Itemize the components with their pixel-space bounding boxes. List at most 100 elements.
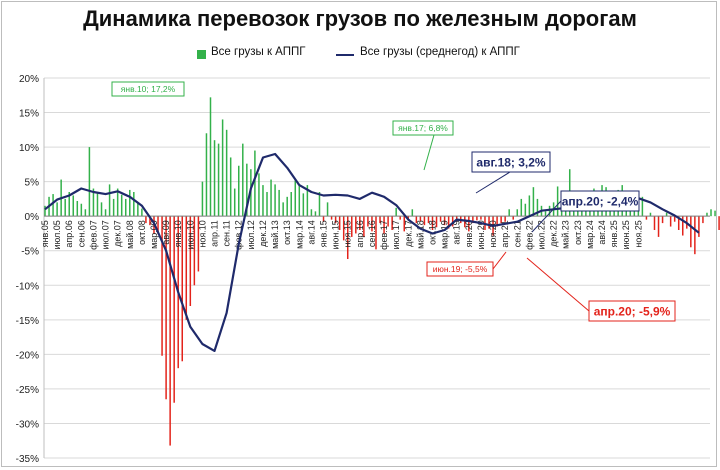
bar [665,212,668,217]
x-tick-label: дек.12 [258,220,268,247]
bar [556,186,559,217]
x-tick-label: фев.22 [524,220,534,250]
x-tick-label: май.23 [561,220,571,249]
bar [116,188,119,217]
bar [342,216,345,241]
bar [165,216,167,400]
bar [359,216,361,230]
bar [710,209,712,217]
x-tick-label: апр.11 [210,220,220,247]
annotation-box [588,300,676,322]
bar [72,195,75,217]
bar [233,188,236,217]
bar [112,198,115,217]
annotation-label: апр.20; -2,4% [562,194,639,208]
annotation-box [111,81,185,97]
bar [274,184,276,217]
x-tick-label: авг.09 [161,220,171,244]
y-tick-label: 20% [19,74,39,85]
x-tick-label: ноя.15 [343,220,353,247]
x-tick-label: апр.06 [64,220,74,247]
y-tick-label: 5% [25,178,40,189]
chart-title: Динамика перевозок грузов по железным до… [83,6,637,31]
x-tick-label: апр.16 [355,220,365,247]
x-tick-label: июн.10 [185,220,195,249]
bar [141,208,143,217]
bar [100,202,103,217]
bar [108,184,111,217]
bar [427,216,430,224]
x-tick-label: апр.21 [500,220,510,247]
bar [84,209,87,217]
bar [488,216,490,229]
annotation-leader [526,257,590,312]
bar [399,216,401,220]
annotation-label: авг.18; 3,2% [476,155,546,169]
bar [548,205,551,217]
bar [205,133,208,217]
bar [645,216,648,220]
bar [229,157,232,217]
bar [149,216,151,226]
x-tick-label: мар.19 [440,220,450,249]
annotation-box [426,261,494,277]
bar [92,188,95,217]
legend-line-label: Все грузы (среднегод) к АППГ [360,46,520,58]
x-tick-label: июн.15 [331,220,341,249]
bar [661,216,664,224]
bar [161,216,163,356]
x-tick-label: дек.07 [113,220,123,247]
bar [387,216,389,227]
x-tick-label: авг.14 [306,220,316,244]
x-tick-label: июл.12 [246,220,256,249]
y-tick-label: -25% [16,385,39,396]
bar [193,216,196,286]
bar [512,216,514,220]
bar [330,216,333,220]
bar [185,216,188,320]
x-tick-label: янв.25 [609,220,619,247]
bar [464,216,466,228]
bar [375,216,377,250]
bar [76,200,79,217]
bar [363,216,365,237]
x-tick-label: июл.17 [391,220,401,249]
bar [334,216,337,224]
y-tick-label: 15% [19,109,39,120]
bar [649,212,652,217]
bar [439,216,442,222]
bar [367,216,369,227]
bar [326,202,329,217]
annotation-label: июн.19; -5,5% [433,264,488,274]
y-tick-label: -15% [16,316,39,327]
bar [468,216,470,232]
annotation-leader [492,251,507,270]
annotation-leader [423,134,435,171]
bar [238,165,240,217]
bar [314,211,317,217]
x-tick-label: янв.15 [319,220,329,247]
bar [278,189,280,217]
bar [698,216,700,237]
bar [80,203,83,217]
bar [270,179,272,217]
bar [443,216,446,226]
bar [702,216,704,224]
bar [524,203,527,217]
bar [310,209,313,217]
bar [181,216,183,362]
bar [254,150,256,217]
bar [673,216,676,222]
y-tick-label: 0% [25,212,40,223]
bar [423,216,426,226]
legend-bar-label: Все грузы к АППГ [211,46,306,58]
bar [532,187,535,217]
x-tick-label: фев.12 [234,220,244,250]
bar [262,185,264,217]
bar [266,192,268,217]
y-tick-label: -30% [16,419,39,430]
x-tick-label: окт.13 [282,220,292,245]
bar [169,216,171,446]
